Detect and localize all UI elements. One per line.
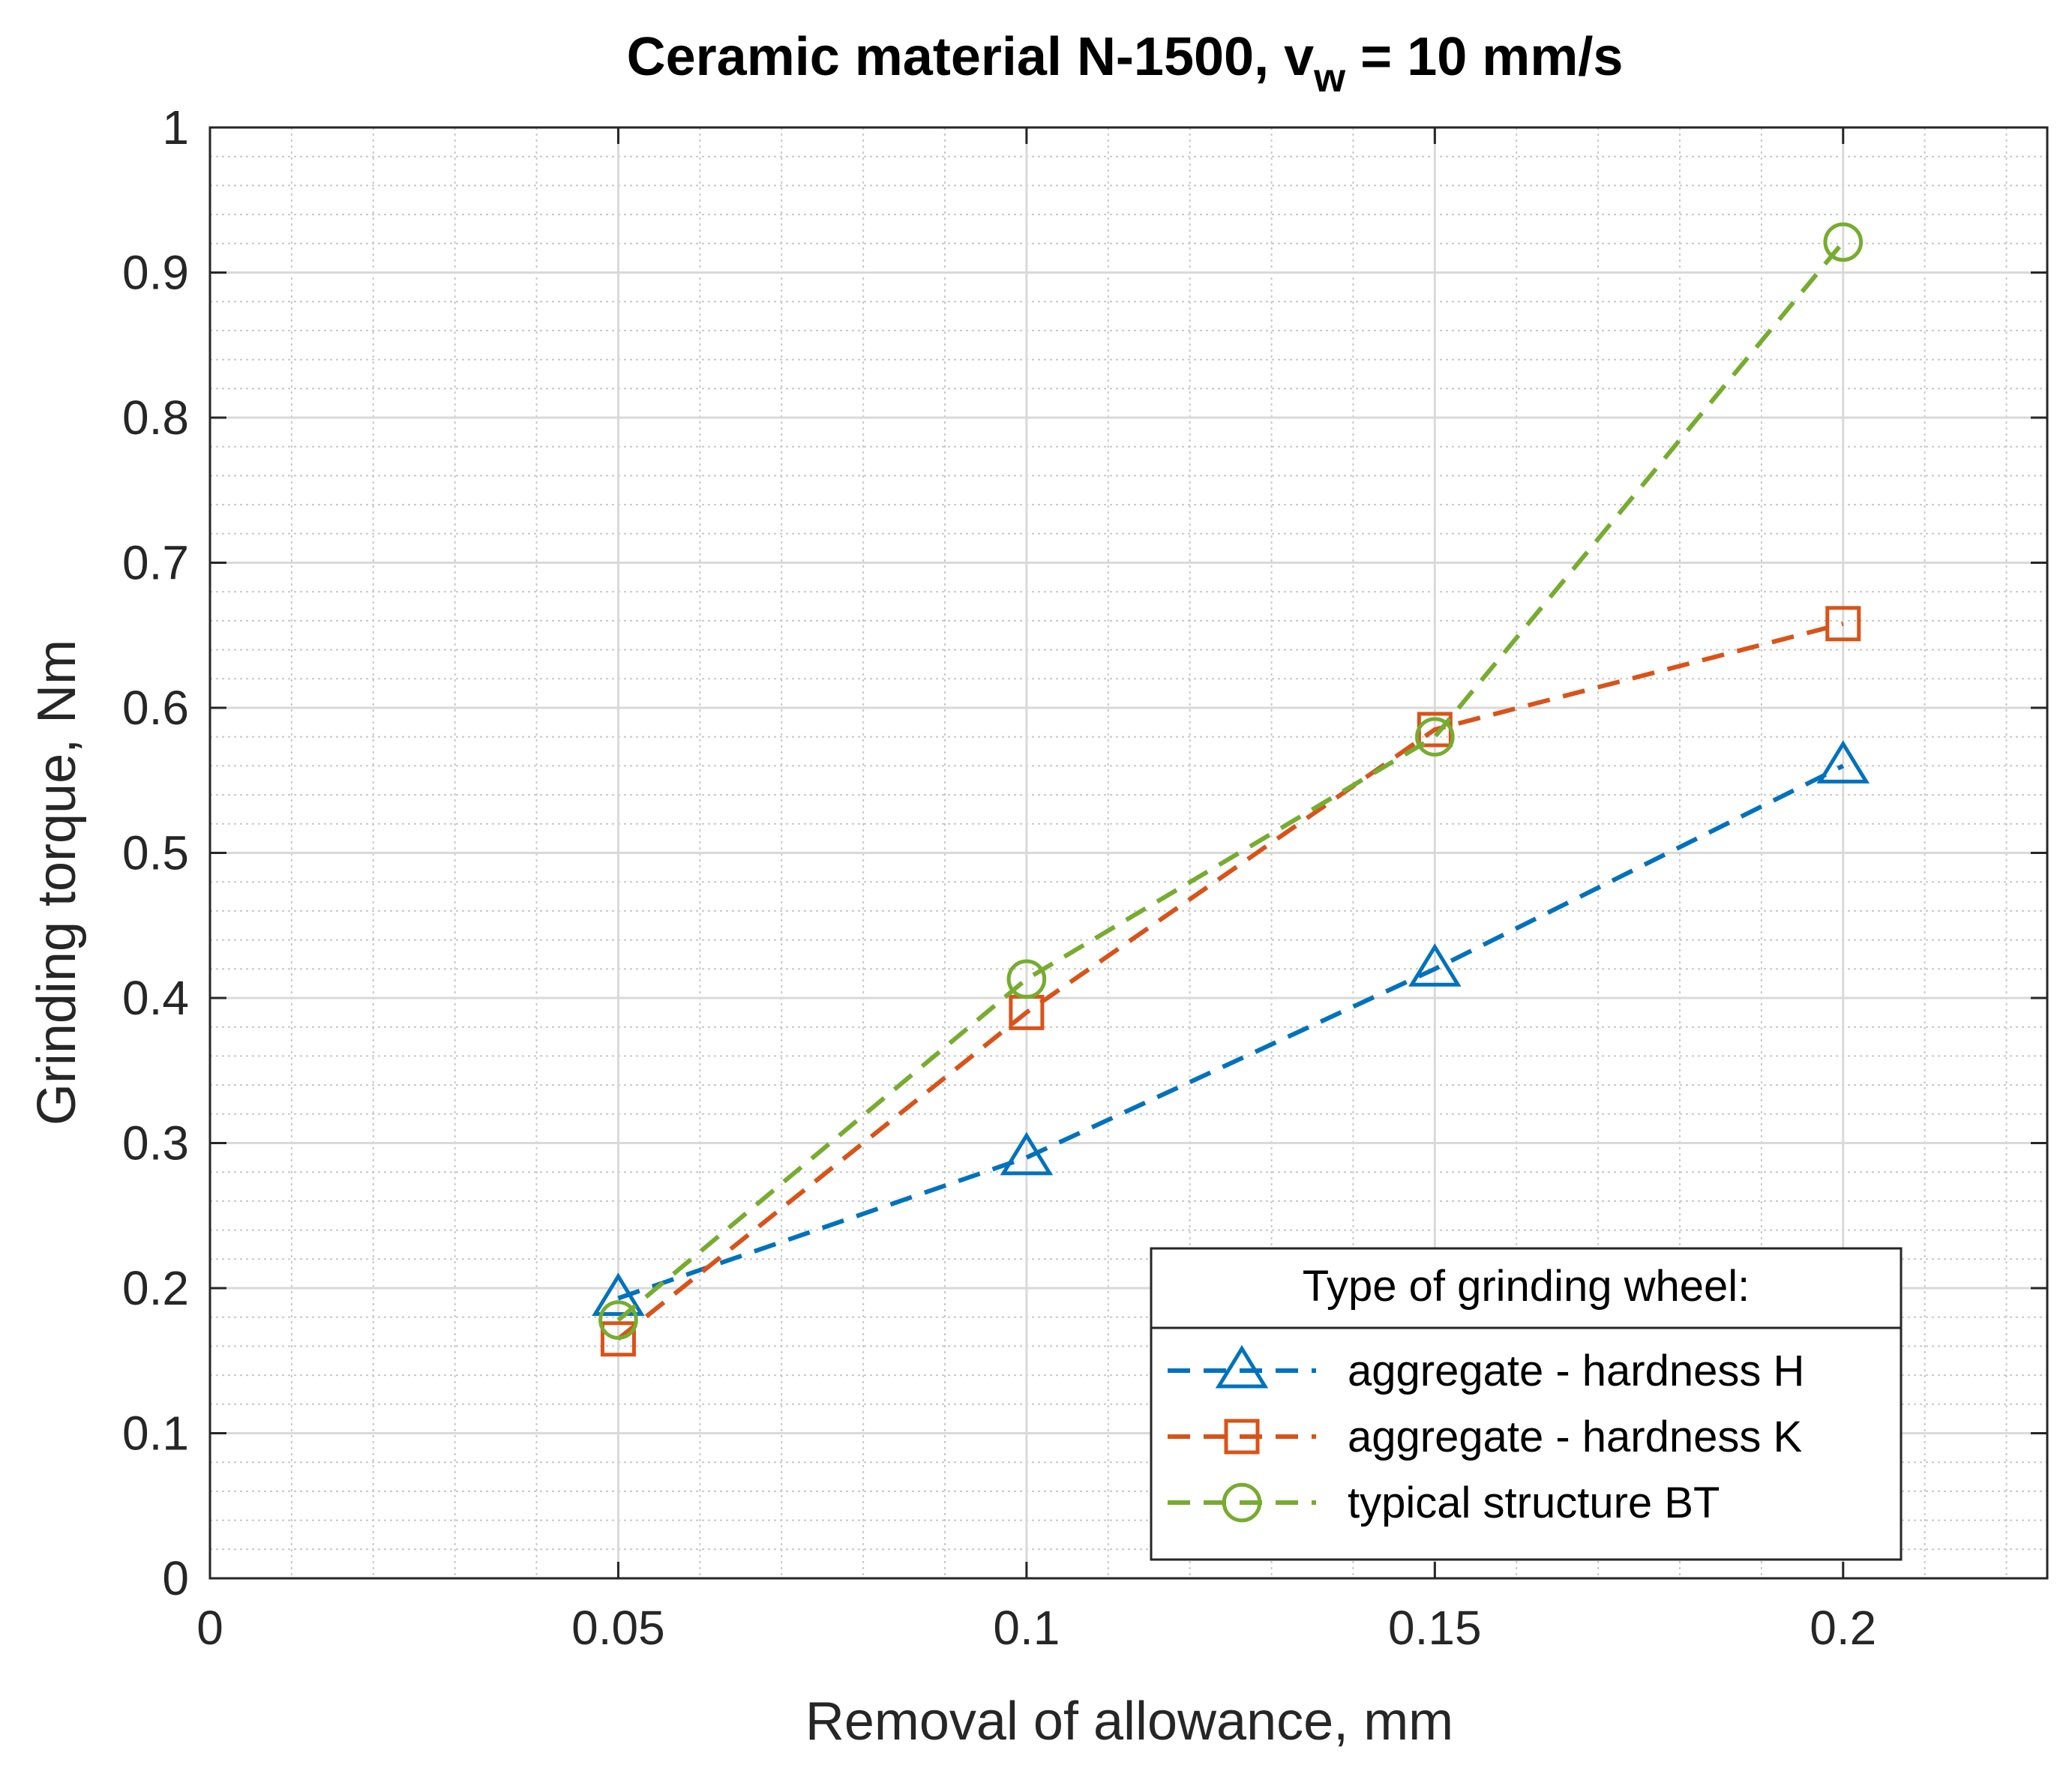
chart-title-main: Ceramic material N-1500, v	[627, 27, 1315, 87]
legend: Type of grinding wheel: aggregate - hardn…	[1150, 1247, 1903, 1561]
series-line	[617, 763, 1845, 1301]
x-axis-label: Removal of allowance, mm	[805, 1692, 1453, 1752]
legend-item: aggregate - hardness K	[1168, 1413, 1802, 1461]
y-tick-label: 0.1	[122, 1407, 189, 1461]
data-point	[1415, 717, 1455, 757]
y-tick-label: 0.2	[122, 1261, 189, 1315]
chart-title: Ceramic material N-1500, vw = 10 mm/s	[627, 27, 1624, 100]
series-line	[616, 621, 1844, 1341]
data-point	[600, 1321, 636, 1357]
x-tick-label: 0.2	[1810, 1601, 1876, 1655]
y-tick-label: 0.8	[122, 391, 189, 445]
data-series	[592, 222, 1870, 1357]
x-tick-label: 0	[196, 1601, 223, 1655]
series-line	[616, 240, 1846, 1322]
data-point	[1825, 606, 1861, 642]
data-point	[1408, 943, 1462, 987]
data-point	[592, 1272, 645, 1317]
x-tick-label: 0.05	[571, 1601, 665, 1655]
legend-title: Type of grinding wheel:	[1303, 1262, 1750, 1311]
y-tick-label: 0.4	[122, 971, 189, 1025]
legend-label: aggregate - hardness H	[1348, 1347, 1804, 1395]
legend-item: aggregate - hardness H	[1168, 1344, 1804, 1395]
y-tick-label: 0	[162, 1551, 189, 1605]
y-tick-label: 0.6	[122, 681, 189, 735]
legend-marker	[1215, 1344, 1269, 1389]
data-point	[1000, 1131, 1054, 1176]
legend-marker	[1224, 1419, 1260, 1455]
y-tick-label: 0.9	[122, 246, 189, 300]
series-circle	[598, 222, 1864, 1340]
y-tick-label: 1	[162, 100, 189, 154]
data-point	[1006, 959, 1047, 999]
y-tick-label: 0.5	[122, 826, 189, 880]
legend-marker	[1222, 1482, 1262, 1523]
chart-title-subscript: w	[1313, 55, 1346, 100]
legend-box	[1150, 1247, 1903, 1561]
axis-ticks: 0 0.05 0.1 0.15 0.2 0 0.1 0.2 0.3 0.4 0.5 0.6 0.7 0.8…	[122, 100, 2047, 1655]
legend-label: aggregate - hardness K	[1348, 1413, 1802, 1461]
data-point	[1816, 740, 1870, 784]
y-tick-label: 0.3	[122, 1116, 189, 1170]
x-tick-label: 0.15	[1388, 1601, 1482, 1655]
x-tick-label: 0.1	[993, 1601, 1060, 1655]
data-point	[598, 1300, 638, 1340]
series-triangle	[592, 740, 1870, 1317]
legend-item: typical structure BT	[1168, 1479, 1720, 1527]
y-tick-label: 0.7	[122, 536, 189, 590]
legend-label: typical structure BT	[1348, 1479, 1720, 1527]
chart-title-tail: = 10 mm/s	[1345, 27, 1623, 87]
data-point	[1823, 222, 1864, 262]
y-axis-label: Grinding torque, Nm	[27, 640, 87, 1125]
